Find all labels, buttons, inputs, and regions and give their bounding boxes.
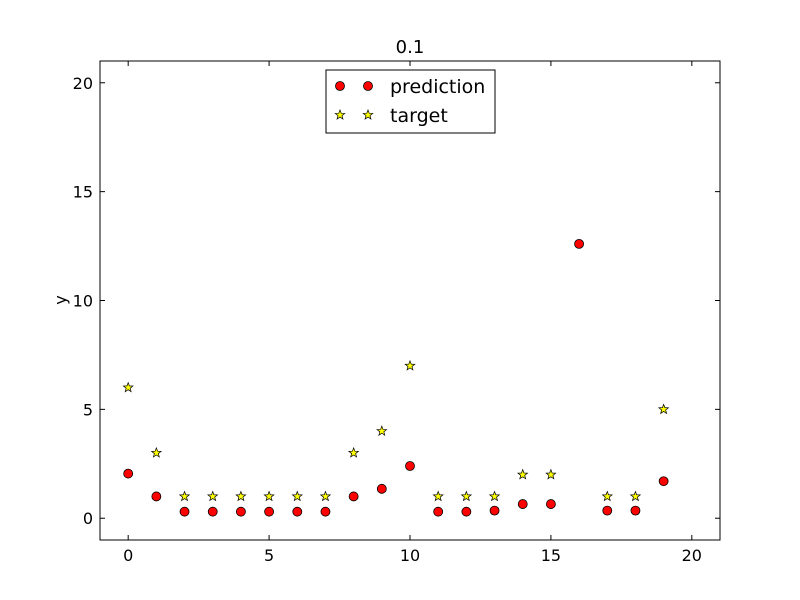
chart-title: 0.1 [396,37,425,58]
target-point [263,490,275,502]
prediction-point [405,461,415,471]
target-point [629,490,642,502]
target-point [376,425,388,436]
prediction-point [574,238,584,249]
prediction-point [658,476,669,487]
prediction-series [123,238,669,517]
y-tick-label: 0 [83,509,93,528]
prediction-point [630,505,641,516]
target-point [545,468,557,480]
prediction-point [264,506,274,517]
x-tick-label: 15 [541,546,561,565]
target-point [432,490,444,502]
y-tick-label: 20 [73,74,93,93]
legend-label: target [390,105,448,127]
target-point [319,490,332,502]
x-tick-label: 5 [264,546,274,565]
legend-marker [363,81,373,91]
prediction-point [320,506,331,517]
prediction-point [376,483,387,494]
prediction-point [348,491,359,502]
target-point [460,490,473,502]
axis-tick-labels: 0 5 10 15 20 0 5 10 15 20 [73,74,702,565]
target-series [122,359,670,502]
y-axis-label: y [51,295,70,304]
target-point [404,359,416,371]
legend-marker [334,108,346,120]
target-point [601,490,613,502]
axes-frame [99,60,721,541]
axis-ticks [100,61,720,540]
target-point [207,490,219,502]
legend-marker [362,108,374,120]
legend-box [325,69,496,134]
legend-entry-prediction: prediction [335,76,485,98]
target-point [488,490,501,502]
target-point [347,446,360,458]
y-tick-label: 15 [73,183,93,202]
x-tick-label: 10 [400,546,420,565]
target-point [291,490,303,502]
prediction-point [179,506,190,517]
target-point [150,446,163,458]
legend-marker [335,81,345,91]
x-tick-label: 20 [682,546,702,565]
prediction-point [433,506,444,517]
target-point [122,381,134,393]
legend-entry-target: target [334,105,448,127]
target-point [657,403,670,415]
prediction-point [517,499,528,509]
data-marks [122,238,670,517]
y-tick-label: 10 [73,292,93,311]
legend-label: prediction [390,76,485,98]
prediction-point [123,468,134,479]
prediction-point [236,506,246,517]
prediction-point [292,506,303,517]
prediction-point [489,505,500,516]
prediction-point [602,505,613,516]
target-point [517,468,529,480]
prediction-point [461,506,472,517]
legend: prediction target [325,69,496,134]
prediction-point [546,499,556,509]
target-point [235,490,247,502]
plot-area [99,60,721,541]
target-point [178,490,191,502]
prediction-point [151,491,162,502]
prediction-point [207,506,218,517]
x-tick-label: 0 [123,546,133,565]
y-tick-label: 5 [83,400,93,419]
